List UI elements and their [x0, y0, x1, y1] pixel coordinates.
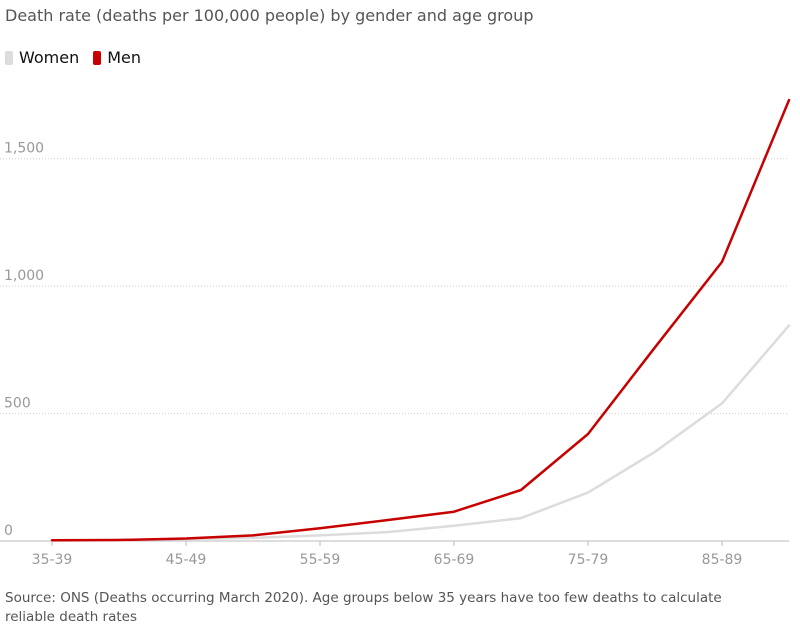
x-tick-label: 45-49	[166, 552, 207, 568]
x-tick-label: 55-59	[300, 552, 341, 568]
x-tick-label: 35-39	[32, 552, 73, 568]
legend-label-men: Men	[107, 48, 142, 67]
x-tick-label: 65-69	[434, 552, 475, 568]
legend-item-women: Women	[5, 48, 79, 67]
y-tick-label: 0	[4, 523, 13, 539]
chart-title: Death rate (deaths per 100,000 people) b…	[5, 6, 534, 25]
chart-legend: Women Men	[5, 48, 155, 67]
y-tick-label: 500	[4, 396, 31, 412]
x-tick-label: 75-79	[568, 552, 609, 568]
legend-swatch-men	[93, 50, 102, 65]
y-tick-label: 1,000	[4, 268, 44, 284]
y-tick-label: 1,500	[4, 141, 44, 157]
legend-item-men: Men	[93, 48, 141, 67]
legend-swatch-women	[5, 50, 13, 65]
source-note: Source: ONS (Deaths occurring March 2020…	[5, 590, 722, 625]
legend-label-women: Women	[19, 48, 80, 67]
series-line-men	[50, 98, 791, 542]
x-tick-label: 85-89	[702, 552, 743, 568]
series-line-women	[50, 324, 791, 542]
